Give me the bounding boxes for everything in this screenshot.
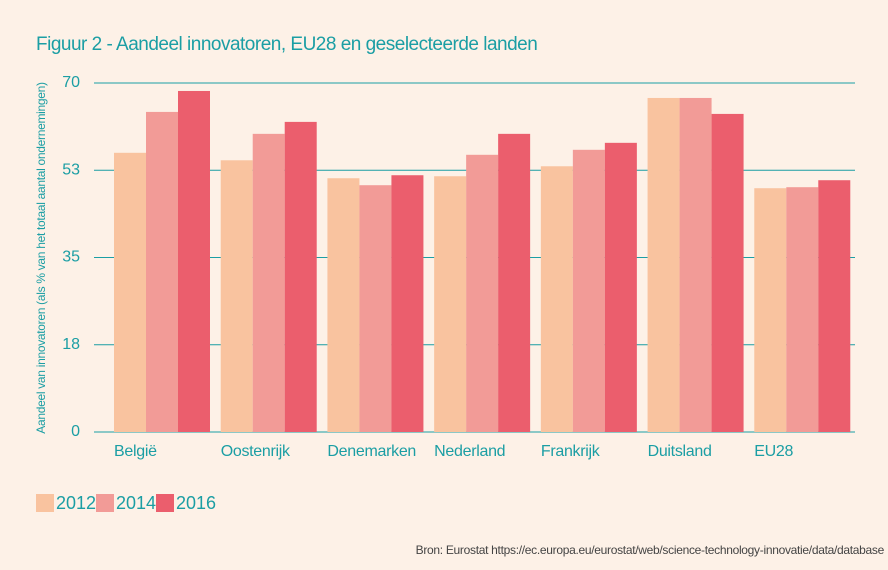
legend-swatch — [36, 494, 54, 512]
bar — [711, 113, 744, 432]
bar — [327, 178, 360, 432]
y-tick-label: 53 — [62, 161, 80, 178]
bar — [359, 185, 392, 432]
bar — [818, 180, 851, 432]
bar — [391, 175, 424, 432]
x-tick-label: Frankrijk — [541, 443, 601, 460]
y-tick-label: 70 — [62, 74, 80, 91]
legend-label: 2012 — [56, 493, 96, 513]
chart-title: Figuur 2 - Aandeel innovatoren, EU28 en … — [36, 34, 537, 55]
y-tick-label: 0 — [71, 423, 80, 440]
y-tick-label: 18 — [62, 336, 80, 353]
legend-label: 2016 — [176, 493, 216, 513]
bar — [604, 142, 637, 433]
y-axis-label: Aandeel van innovatoren (als % van het t… — [34, 82, 48, 434]
legend-swatch — [96, 494, 114, 512]
bar — [498, 133, 531, 432]
bar — [786, 187, 819, 432]
y-tick-label: 35 — [62, 249, 80, 266]
bar — [434, 176, 467, 432]
x-tick-label: België — [114, 443, 157, 460]
x-tick-label: Denemarken — [327, 443, 416, 460]
source: Bron: Eurostat https://ec.europa.eu/euro… — [416, 543, 885, 557]
bar — [220, 160, 253, 432]
bar — [540, 166, 573, 433]
bar — [679, 97, 712, 432]
bar — [114, 152, 146, 433]
bar — [178, 90, 210, 432]
x-tick-label: Oostenrijk — [221, 443, 291, 460]
bar — [572, 149, 605, 432]
bar — [284, 121, 317, 432]
bar — [252, 133, 285, 432]
x-tick-label: Nederland — [434, 443, 505, 460]
bar — [466, 154, 499, 432]
legend-swatch — [156, 494, 174, 512]
bar — [647, 97, 680, 432]
bar — [754, 188, 787, 432]
bar — [146, 111, 178, 432]
x-tick-label: Duitsland — [648, 443, 712, 460]
x-tick-label: EU28 — [754, 443, 793, 460]
legend-label: 2014 — [116, 493, 156, 513]
